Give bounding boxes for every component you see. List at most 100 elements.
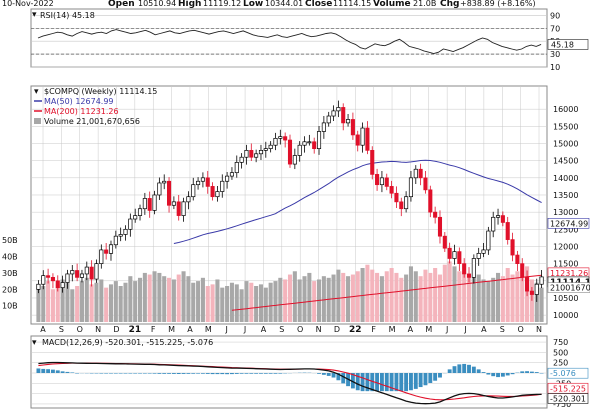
candle-body	[481, 249, 486, 254]
volume-bar	[65, 282, 70, 322]
volume-bar	[41, 286, 46, 322]
macd-tick-label: 750	[553, 338, 568, 347]
macd-histogram-bar	[249, 373, 254, 374]
volume-bar	[471, 277, 476, 322]
macd-histogram-bar	[118, 373, 123, 374]
volume-bar	[108, 284, 114, 322]
volume-bar	[336, 269, 341, 322]
candle-body	[157, 182, 162, 196]
header-low-label: Low	[243, 0, 263, 9]
macd-last-value: -5.076	[550, 369, 576, 378]
macd-histogram-bar	[341, 373, 346, 384]
x-tick-label: J	[225, 325, 228, 334]
candle-body	[79, 273, 85, 278]
candle-body	[307, 141, 312, 144]
volume-bar	[181, 271, 186, 322]
macd-histogram-bar	[210, 373, 215, 375]
ma50-last-value-box	[547, 218, 590, 229]
volume-bar	[534, 282, 539, 322]
volume-bar	[244, 281, 249, 322]
header-chg: +838.89 (+8.16%)	[460, 0, 536, 8]
macd-tick-label: -750	[553, 400, 571, 409]
volume-bar	[447, 261, 452, 322]
volume-bar	[437, 274, 443, 322]
candle-body	[84, 266, 89, 275]
ma50-line	[173, 159, 542, 244]
candle-body	[312, 141, 317, 149]
candle-body	[171, 201, 176, 206]
candle-body	[520, 263, 525, 278]
macd-histogram-bar	[413, 373, 418, 389]
macd-histogram-bar	[109, 373, 113, 374]
candle-body	[244, 150, 249, 158]
macd-histogram-bar	[471, 366, 476, 373]
candle-body	[486, 230, 491, 251]
header-date: 10-Nov-2022	[2, 0, 54, 8]
macd-histogram-bar	[254, 373, 259, 374]
macd-histogram-bar	[268, 373, 273, 374]
price-tick-label: 14500	[553, 157, 578, 166]
candle-body	[326, 115, 331, 124]
volume-bar	[500, 276, 505, 322]
candle-body	[529, 290, 534, 295]
x-tick-label: D	[334, 325, 340, 334]
volume-bar	[346, 276, 351, 322]
volume-bar	[399, 277, 404, 322]
candle-body	[128, 218, 133, 230]
volume-bar	[142, 272, 147, 322]
candle-body	[408, 177, 413, 198]
candle-body	[220, 180, 225, 192]
volume-bar	[249, 282, 254, 322]
macd-histogram-bar	[215, 373, 220, 375]
volume-bar	[283, 279, 288, 322]
macd-histogram-bar	[486, 373, 491, 375]
x-tick-label: A	[40, 325, 46, 334]
volume-bar	[210, 284, 215, 322]
volume-tick-label: 50B	[2, 236, 18, 245]
candle-body	[167, 180, 172, 206]
macd-histogram-bar	[534, 372, 539, 373]
macd-histogram-bar	[220, 373, 225, 375]
volume-bar	[466, 276, 472, 322]
rsi-layer: 907050301045.18	[31, 11, 589, 72]
candle-body	[254, 153, 259, 158]
volume-tick-label: 40B	[2, 253, 18, 262]
rsi-tick-label: 70	[550, 24, 560, 33]
candle-body	[137, 208, 143, 216]
candle-body	[113, 235, 118, 246]
candle-body	[500, 215, 505, 223]
header-open: 10510.94	[138, 0, 176, 8]
price-tick-label: 11500	[553, 260, 578, 269]
candle-body	[457, 251, 462, 264]
macd-histogram-bar	[331, 373, 336, 378]
candle-body	[234, 162, 239, 174]
macd-histogram-bar	[467, 364, 471, 373]
x-tick-label: M	[425, 325, 432, 334]
x-tick-label: A	[261, 325, 267, 334]
volume-bar	[84, 277, 89, 322]
volume-bar	[268, 282, 273, 322]
candle-body	[186, 196, 191, 203]
x-tick-label: J	[243, 325, 246, 334]
volume-bar	[491, 277, 496, 322]
candle-body	[225, 175, 230, 182]
volume-bar	[379, 276, 384, 322]
candle-body	[50, 277, 55, 282]
macd-histogram-bar	[75, 373, 80, 374]
header-high-label: High	[178, 0, 201, 9]
volume-bar	[539, 287, 544, 322]
volume-bar	[331, 274, 336, 322]
volume-bar	[123, 282, 128, 322]
x-tick-label: A	[187, 325, 193, 334]
volume-bar	[215, 279, 220, 322]
volume-bar	[167, 277, 172, 322]
rsi-tick-label: 30	[550, 50, 560, 59]
macd-histogram-bar	[433, 373, 438, 381]
candle-body	[399, 201, 404, 210]
candle-body	[471, 258, 476, 278]
volume-bar	[462, 272, 467, 322]
volume-bar	[254, 286, 259, 322]
candle-body	[379, 177, 384, 186]
candle-body	[229, 172, 234, 177]
macd-histogram-bar	[244, 373, 249, 374]
